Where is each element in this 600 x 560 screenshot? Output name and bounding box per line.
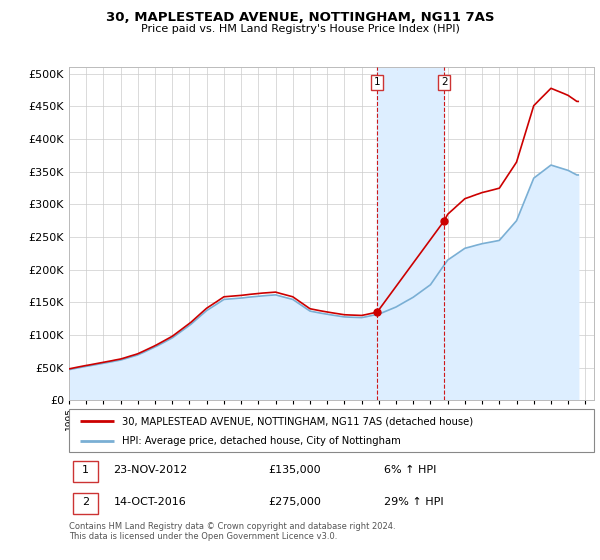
FancyBboxPatch shape bbox=[73, 461, 98, 482]
Text: 30, MAPLESTEAD AVENUE, NOTTINGHAM, NG11 7AS: 30, MAPLESTEAD AVENUE, NOTTINGHAM, NG11 … bbox=[106, 11, 494, 24]
Text: £135,000: £135,000 bbox=[269, 465, 321, 475]
Text: 1: 1 bbox=[374, 77, 380, 87]
Text: £275,000: £275,000 bbox=[269, 497, 322, 507]
Text: 2: 2 bbox=[82, 497, 89, 507]
Text: 30, MAPLESTEAD AVENUE, NOTTINGHAM, NG11 7AS (detached house): 30, MAPLESTEAD AVENUE, NOTTINGHAM, NG11 … bbox=[121, 416, 473, 426]
Text: 23-NOV-2012: 23-NOV-2012 bbox=[113, 465, 188, 475]
FancyBboxPatch shape bbox=[69, 409, 594, 452]
Text: 1: 1 bbox=[82, 465, 89, 475]
Bar bbox=[377, 67, 444, 400]
FancyBboxPatch shape bbox=[73, 493, 98, 514]
Text: 14-OCT-2016: 14-OCT-2016 bbox=[113, 497, 187, 507]
Text: Contains HM Land Registry data © Crown copyright and database right 2024.
This d: Contains HM Land Registry data © Crown c… bbox=[69, 522, 395, 542]
Text: Price paid vs. HM Land Registry's House Price Index (HPI): Price paid vs. HM Land Registry's House … bbox=[140, 24, 460, 34]
Text: 2: 2 bbox=[441, 77, 448, 87]
Text: HPI: Average price, detached house, City of Nottingham: HPI: Average price, detached house, City… bbox=[121, 436, 400, 446]
Text: 6% ↑ HPI: 6% ↑ HPI bbox=[384, 465, 436, 475]
Text: 29% ↑ HPI: 29% ↑ HPI bbox=[384, 497, 443, 507]
